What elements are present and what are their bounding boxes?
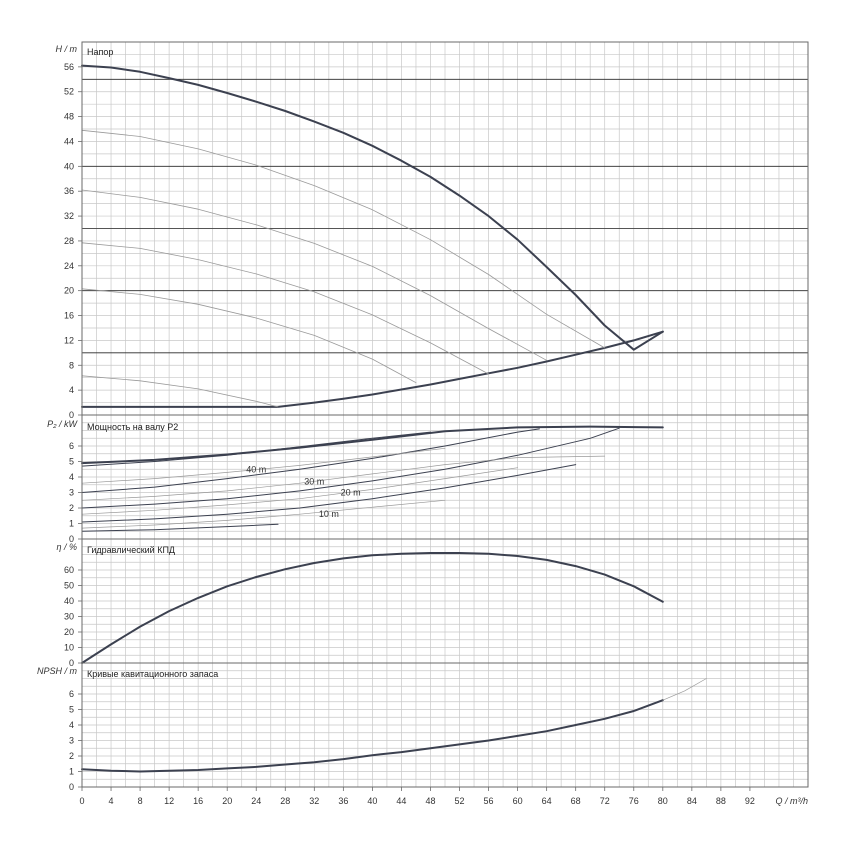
head-y-tick-label: 0 bbox=[69, 410, 74, 420]
npsh-x-tick-label: 84 bbox=[687, 796, 697, 806]
npsh-y-tick-label: 6 bbox=[69, 689, 74, 699]
power-y-tick-label: 3 bbox=[69, 488, 74, 498]
npsh-x-tick-label: 20 bbox=[222, 796, 232, 806]
head-speed-curve-line bbox=[81, 288, 417, 384]
npsh-x-tick-label: 24 bbox=[251, 796, 261, 806]
head-y-tick-label: 32 bbox=[64, 211, 74, 221]
npsh-x-tick-label: 52 bbox=[455, 796, 465, 806]
power-y-tick-label: 6 bbox=[69, 441, 74, 451]
power-y-tick-label: 4 bbox=[69, 472, 74, 482]
head-y-tick-label: 12 bbox=[64, 335, 74, 345]
power-y-tick-label: 2 bbox=[69, 503, 74, 513]
head-panel-title: Напор bbox=[87, 47, 113, 57]
npsh-x-tick-label: 64 bbox=[542, 796, 552, 806]
npsh-y-tick-label: 2 bbox=[69, 751, 74, 761]
head-y-tick-label: 8 bbox=[69, 360, 74, 370]
npsh-x-tick-label: 92 bbox=[745, 796, 755, 806]
power-light-curve-line bbox=[81, 499, 446, 529]
npsh-x-tick-label: 12 bbox=[164, 796, 174, 806]
npsh-x-tick-label: 36 bbox=[338, 796, 348, 806]
power-max-curve-line bbox=[81, 425, 664, 465]
flow-axis-label: Q / m³/h bbox=[775, 796, 808, 806]
npsh-x-tick-label: 68 bbox=[571, 796, 581, 806]
power-panel-title: Мощность на валу P2 bbox=[87, 422, 178, 432]
efficiency-y-tick-label: 60 bbox=[64, 565, 74, 575]
npsh-x-tick-label: 28 bbox=[280, 796, 290, 806]
efficiency-axis-label: η / % bbox=[56, 542, 77, 552]
npsh-x-tick-label: 48 bbox=[425, 796, 435, 806]
head-max-curve-line bbox=[81, 64, 664, 351]
head-y-tick-label: 16 bbox=[64, 311, 74, 321]
efficiency-y-tick-label: 30 bbox=[64, 612, 74, 622]
npsh-x-tick-label: 16 bbox=[193, 796, 203, 806]
power-light-curve-line bbox=[81, 447, 446, 484]
efficiency-panel-title: Гидравлический КПД bbox=[87, 545, 175, 555]
npsh-x-tick-label: 32 bbox=[309, 796, 319, 806]
npsh-x-tick-label: 60 bbox=[513, 796, 523, 806]
head-y-tick-label: 56 bbox=[64, 62, 74, 72]
head-y-tick-label: 20 bbox=[64, 286, 74, 296]
npsh-axis-label: NPSH / m bbox=[37, 666, 78, 676]
efficiency-y-tick-label: 40 bbox=[64, 596, 74, 606]
npsh-x-tick-label: 72 bbox=[600, 796, 610, 806]
npsh-y-tick-label: 5 bbox=[69, 705, 74, 715]
efficiency-max-curve-line bbox=[81, 552, 664, 664]
npsh-y-tick-label: 0 bbox=[69, 782, 74, 792]
head-y-tick-label: 48 bbox=[64, 112, 74, 122]
efficiency-y-tick-label: 0 bbox=[69, 658, 74, 668]
head-y-tick-label: 52 bbox=[64, 87, 74, 97]
npsh-y-tick-label: 3 bbox=[69, 736, 74, 746]
head-y-tick-label: 24 bbox=[64, 261, 74, 271]
npsh-x-tick-label: 40 bbox=[367, 796, 377, 806]
head-speed-curve-line bbox=[81, 375, 279, 408]
npsh-x-tick-label: 0 bbox=[79, 796, 84, 806]
head-axis-label: H / m bbox=[56, 44, 78, 54]
npsh-y-tick-label: 4 bbox=[69, 720, 74, 730]
power-dark-curve-line bbox=[81, 523, 279, 532]
head-speed-curve-line bbox=[81, 242, 490, 375]
npsh-x-tick-label: 88 bbox=[716, 796, 726, 806]
power-dark-curve-line bbox=[81, 428, 540, 493]
power-curve-annotation: 30 m bbox=[304, 477, 324, 487]
npsh-panel-title: Кривые кавитационного запаса bbox=[87, 669, 218, 679]
head-speed-curve-line bbox=[81, 129, 606, 349]
head-y-tick-label: 28 bbox=[64, 236, 74, 246]
npsh-x-tick-label: 44 bbox=[396, 796, 406, 806]
power-y-tick-label: 5 bbox=[69, 457, 74, 467]
power-light-curve-line bbox=[81, 467, 518, 515]
npsh-light-curve-line bbox=[662, 678, 707, 701]
npsh-x-tick-label: 80 bbox=[658, 796, 668, 806]
power-curve-annotation: 10 m bbox=[319, 509, 339, 519]
npsh-x-tick-label: 56 bbox=[484, 796, 494, 806]
npsh-x-tick-label: 8 bbox=[138, 796, 143, 806]
efficiency-y-tick-label: 10 bbox=[64, 643, 74, 653]
power-dark-curve-line bbox=[81, 427, 620, 509]
head-y-tick-label: 40 bbox=[64, 161, 74, 171]
power-dark-curve-line bbox=[81, 464, 577, 523]
head-y-tick-label: 44 bbox=[64, 136, 74, 146]
power-light-curve-line bbox=[81, 455, 606, 501]
head-speed-curve-line bbox=[81, 189, 547, 361]
head-min-curve-line bbox=[81, 330, 664, 408]
npsh-x-tick-label: 4 bbox=[109, 796, 114, 806]
npsh-y-tick-label: 1 bbox=[69, 767, 74, 777]
efficiency-y-tick-label: 50 bbox=[64, 581, 74, 591]
npsh-x-tick-label: 76 bbox=[629, 796, 639, 806]
power-dark-curve-line bbox=[81, 431, 431, 467]
efficiency-y-tick-label: 20 bbox=[64, 627, 74, 637]
npsh-max-curve-line bbox=[81, 699, 664, 773]
head-y-tick-label: 4 bbox=[69, 385, 74, 395]
power-axis-label: P₂ / kW bbox=[47, 419, 78, 429]
power-curve-annotation: 40 m bbox=[246, 464, 266, 474]
power-y-tick-label: 1 bbox=[69, 519, 74, 529]
power-curve-annotation: 20 m bbox=[341, 488, 361, 498]
head-y-tick-label: 36 bbox=[64, 186, 74, 196]
power-y-tick-label: 0 bbox=[69, 534, 74, 544]
